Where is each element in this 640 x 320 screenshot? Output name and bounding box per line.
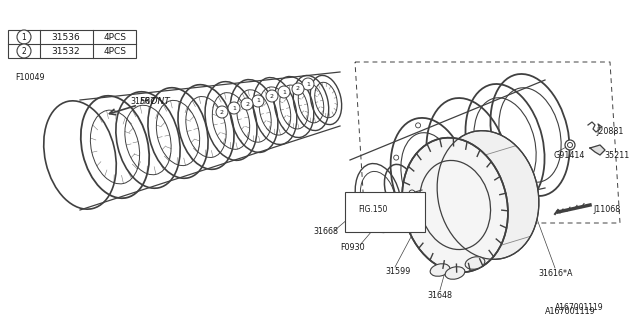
Circle shape [266,90,278,102]
Text: 2: 2 [22,46,26,55]
Circle shape [449,142,454,147]
Circle shape [440,226,444,231]
Text: G91414: G91414 [554,150,586,159]
Text: 31616*B: 31616*B [490,238,525,247]
Text: 31567: 31567 [130,98,156,107]
Text: FIG.150: FIG.150 [358,205,387,214]
Text: 31532: 31532 [52,46,80,55]
Circle shape [292,83,304,95]
Text: 31668: 31668 [313,228,338,236]
Text: J11068: J11068 [593,205,620,214]
Bar [8,30,136,58]
Circle shape [278,86,290,98]
Circle shape [461,194,467,199]
Circle shape [565,140,575,150]
Bar [345,192,425,232]
Text: 31648: 31648 [428,291,452,300]
Text: 31616*A: 31616*A [538,268,573,277]
Circle shape [252,95,264,107]
Text: 1: 1 [306,82,310,86]
Text: 1: 1 [256,99,260,103]
Circle shape [17,44,31,58]
Text: 1: 1 [232,106,236,110]
Circle shape [17,30,31,44]
Polygon shape [590,145,605,155]
Text: 2: 2 [220,109,224,115]
Ellipse shape [445,267,465,279]
Circle shape [302,78,314,90]
Text: F10049: F10049 [15,74,45,83]
Text: 2: 2 [245,101,249,107]
Text: FRONT: FRONT [140,98,171,107]
Ellipse shape [430,264,450,276]
Text: 35211: 35211 [604,150,629,159]
Text: 31599: 31599 [385,268,410,276]
Text: 4PCS: 4PCS [104,33,127,42]
Circle shape [394,155,399,160]
Text: 4PCS: 4PCS [104,46,127,55]
Text: 1: 1 [282,90,286,94]
Text: 1: 1 [22,33,26,42]
Text: 2: 2 [296,86,300,92]
Ellipse shape [402,138,508,272]
Circle shape [406,207,411,212]
Circle shape [568,142,573,148]
Text: F0930: F0930 [340,244,365,252]
Circle shape [415,123,420,128]
Circle shape [409,190,415,196]
Text: E00612: E00612 [400,196,430,204]
Circle shape [241,98,253,110]
Circle shape [228,102,240,114]
Circle shape [216,106,228,118]
Ellipse shape [437,131,539,259]
Text: 2: 2 [270,93,274,99]
Text: A167001119: A167001119 [545,308,596,316]
Text: 31536: 31536 [52,33,81,42]
Ellipse shape [465,257,485,269]
Text: A167001119: A167001119 [555,303,604,312]
Text: J20881: J20881 [596,127,623,137]
